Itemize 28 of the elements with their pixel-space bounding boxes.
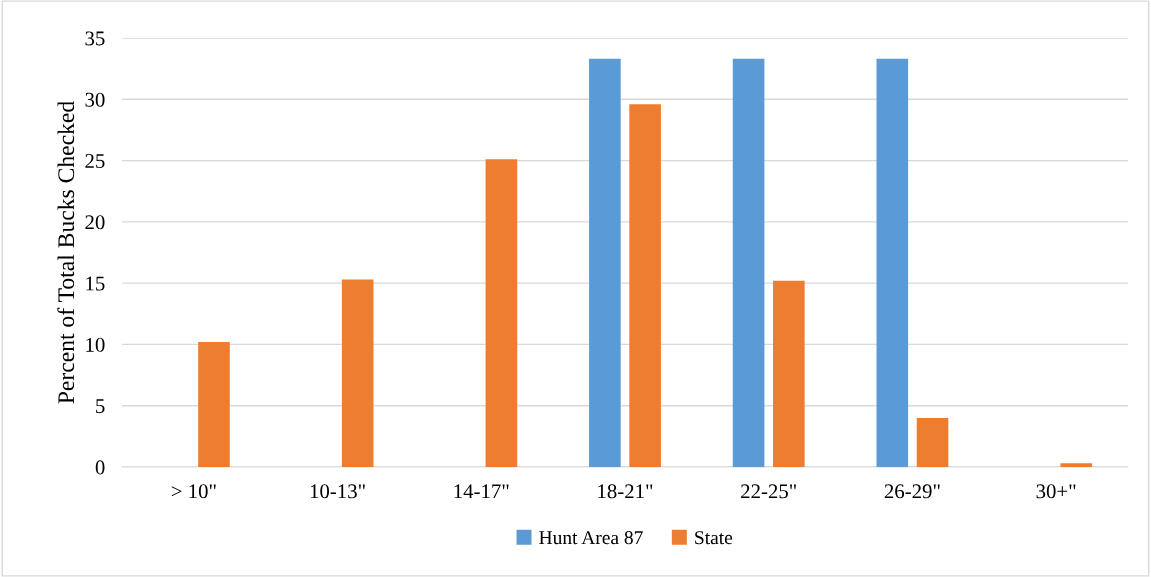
x-tick-label: 18-21" — [598, 484, 653, 499]
y-tick-label: 0 — [95, 460, 105, 475]
bar — [589, 58, 621, 467]
x-tick-label: 10-13" — [310, 484, 365, 499]
y-axis-title: Percent of Total Bucks Checked — [57, 101, 75, 404]
y-tick-label: 35 — [85, 31, 105, 46]
y-tick-label: 15 — [86, 276, 105, 291]
y-tick-label: 25 — [85, 154, 105, 168]
bar — [341, 279, 374, 467]
legend-label: State — [695, 531, 733, 545]
bar — [876, 58, 909, 467]
legend-label: Hunt Area 87 — [539, 531, 643, 545]
x-tick-label: 30+" — [1036, 484, 1076, 499]
y-tick-label: 10 — [86, 337, 105, 352]
y-tick-label: 20 — [85, 215, 105, 230]
bar — [732, 58, 765, 467]
x-tick-label: 22-25" — [741, 484, 796, 499]
x-tick-label: 26-29" — [884, 484, 940, 499]
bar — [629, 104, 661, 467]
bar — [198, 341, 230, 467]
y-tick-label: 30 — [85, 92, 105, 107]
bar — [1060, 463, 1093, 467]
x-tick-label: 14-17" — [454, 484, 509, 499]
x-tick-label: > 10" — [171, 484, 216, 499]
y-tick-label: 5 — [96, 399, 105, 414]
bar — [485, 159, 518, 467]
bar — [773, 280, 805, 467]
bar — [916, 417, 949, 467]
